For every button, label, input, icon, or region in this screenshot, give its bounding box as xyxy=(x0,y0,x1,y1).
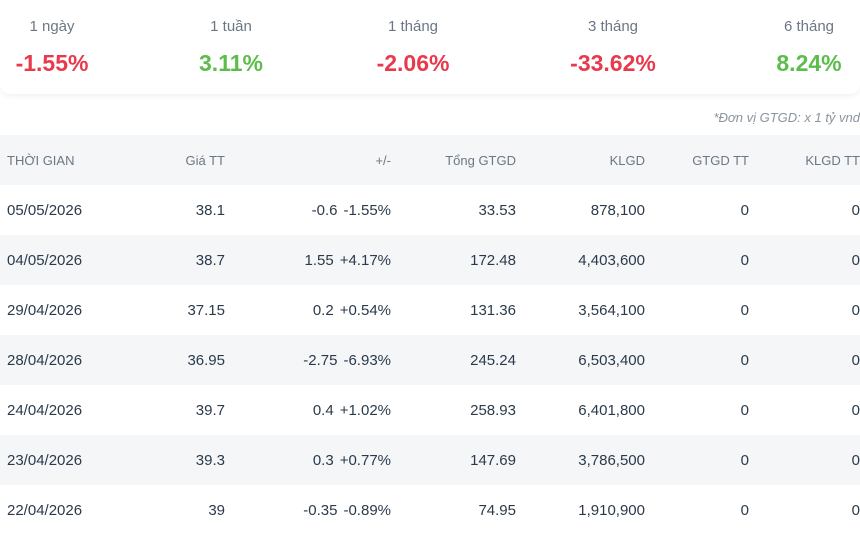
table-row: 29/04/2026 37.15 0.2 +0.54% 131.36 3,564,100 0… xyxy=(0,285,860,335)
cell-price: 39.3 xyxy=(195,451,225,469)
change-percent: -1.55% xyxy=(343,201,391,219)
cell-put-value: 0 xyxy=(740,251,749,269)
change-percent: +4.17% xyxy=(339,251,391,269)
perf-1-day: 1 ngày -1.55% xyxy=(0,0,137,94)
cell-total-value: 131.36 xyxy=(470,301,516,319)
cell-change: -2.75 -6.93% xyxy=(225,335,391,385)
cell-date: 23/04/2026 xyxy=(7,451,83,469)
change-percent: -0.89% xyxy=(343,501,391,519)
cell-total-value: 74.95 xyxy=(478,501,516,519)
price-history-table: THỜI GIAN Giá TT +/- Tổng GTGD KLGD GTGD… xyxy=(0,135,860,535)
table-row: 28/04/2026 36.95 -2.75 -6.93% 245.24 6,503,40… xyxy=(0,335,860,385)
header-volume: KLGD xyxy=(609,152,645,168)
header-date: THỜI GIAN xyxy=(7,152,75,168)
cell-date: 22/04/2026 xyxy=(7,501,83,519)
cell-put-volume: 0 xyxy=(851,401,860,419)
cell-change: 0.2 +0.54% xyxy=(225,285,391,335)
change-percent: +0.54% xyxy=(339,301,391,319)
perf-1-week: 1 tuần 3.11% xyxy=(146,0,316,94)
change-absolute: -2.75 xyxy=(303,351,338,369)
cell-put-value: 0 xyxy=(740,301,749,319)
cell-volume: 6,401,800 xyxy=(578,401,645,419)
perf-value: -2.06% xyxy=(376,50,450,76)
cell-date: 24/04/2026 xyxy=(7,401,83,419)
cell-date: 05/05/2026 xyxy=(7,201,83,219)
change-absolute: 0.3 xyxy=(312,451,334,469)
header-put-value: GTGD TT xyxy=(692,152,749,168)
cell-date: 28/04/2026 xyxy=(7,351,83,369)
cell-price: 39 xyxy=(208,501,225,519)
perf-6-month: 6 tháng 8.24% xyxy=(724,0,860,94)
table-row: 24/04/2026 39.7 0.4 +1.02% 258.93 6,401,800 0 0 xyxy=(0,385,860,435)
perf-1-month: 1 tháng -2.06% xyxy=(328,0,498,94)
change-percent: +0.77% xyxy=(339,451,391,469)
cell-price: 39.7 xyxy=(195,401,225,419)
cell-total-value: 147.69 xyxy=(470,451,516,469)
unit-note: *Đơn vị GTGD: x 1 tỷ vnd xyxy=(713,110,860,125)
cell-total-value: 172.48 xyxy=(470,251,516,269)
table-header-row: THỜI GIAN Giá TT +/- Tổng GTGD KLGD GTGD… xyxy=(0,135,860,185)
perf-label: 1 tháng xyxy=(387,18,439,35)
cell-total-value: 258.93 xyxy=(470,401,516,419)
change-absolute: -0.35 xyxy=(303,501,338,519)
cell-change: 1.55 +4.17% xyxy=(225,235,392,285)
header-change: +/- xyxy=(375,152,391,168)
change-absolute: 0.4 xyxy=(312,401,334,419)
cell-change: -0.35 -0.89% xyxy=(225,485,391,535)
cell-price: 38.1 xyxy=(195,201,225,219)
table-row: 23/04/2026 39.3 0.3 +0.77% 147.69 3,786,500 0 0 xyxy=(0,435,860,485)
table-row: 22/04/2026 39 -0.35 -0.89% 74.95 1,910,900 0 0 xyxy=(0,485,860,535)
cell-total-value: 33.53 xyxy=(478,201,516,219)
cell-put-value: 0 xyxy=(740,201,749,219)
perf-label: 1 tuần xyxy=(210,18,252,35)
cell-volume: 3,786,500 xyxy=(578,451,645,469)
cell-date: 29/04/2026 xyxy=(7,301,83,319)
performance-summary-card: 1 ngày -1.55% 1 tuần 3.11% 1 tháng -2.06… xyxy=(0,0,860,94)
perf-3-month: 3 tháng -33.62% xyxy=(528,0,698,94)
perf-label: 6 tháng xyxy=(783,18,835,35)
cell-put-volume: 0 xyxy=(851,501,860,519)
perf-value: -1.55% xyxy=(15,50,89,76)
change-percent: +1.02% xyxy=(339,401,391,419)
cell-put-volume: 0 xyxy=(851,351,860,369)
header-total-value: Tổng GTGD xyxy=(445,152,516,168)
cell-put-value: 0 xyxy=(740,501,749,519)
perf-value: 3.11% xyxy=(199,50,263,76)
change-absolute: 1.55 xyxy=(304,251,334,269)
perf-label: 1 ngày xyxy=(29,18,75,35)
cell-change: 0.4 +1.02% xyxy=(225,385,391,435)
cell-price: 36.95 xyxy=(187,351,225,369)
perf-value: -33.62% xyxy=(570,50,656,76)
header-price: Giá TT xyxy=(185,152,226,168)
cell-change: 0.3 +0.77% xyxy=(225,435,391,485)
table-row: 05/05/2026 38.1 -0.6 -1.55% 33.53 878,100 0 0 xyxy=(0,185,860,235)
cell-put-volume: 0 xyxy=(851,201,860,219)
cell-volume: 878,100 xyxy=(590,201,645,219)
header-put-volume: KLGD TT xyxy=(805,152,860,168)
perf-value: 8.24% xyxy=(776,50,842,76)
cell-put-volume: 0 xyxy=(851,451,860,469)
change-absolute: 0.2 xyxy=(312,301,334,319)
cell-put-volume: 0 xyxy=(851,301,860,319)
cell-price: 37.15 xyxy=(187,301,225,319)
cell-date: 04/05/2026 xyxy=(7,251,83,269)
perf-label: 3 tháng xyxy=(587,18,639,35)
cell-put-value: 0 xyxy=(740,351,749,369)
cell-put-value: 0 xyxy=(740,401,749,419)
cell-put-value: 0 xyxy=(740,451,749,469)
cell-put-volume: 0 xyxy=(851,251,860,269)
cell-change: -0.6 -1.55% xyxy=(225,185,391,235)
change-percent: -6.93% xyxy=(343,351,391,369)
cell-total-value: 245.24 xyxy=(470,351,516,369)
cell-volume: 3,564,100 xyxy=(578,301,645,319)
table-row: 04/05/2026 38.7 1.55 +4.17% 172.48 4,403,600 0… xyxy=(0,235,860,285)
change-absolute: -0.6 xyxy=(311,201,338,219)
cell-price: 38.7 xyxy=(195,251,225,269)
cell-volume: 6,503,400 xyxy=(578,351,645,369)
cell-volume: 4,403,600 xyxy=(578,251,645,269)
cell-volume: 1,910,900 xyxy=(578,501,645,519)
